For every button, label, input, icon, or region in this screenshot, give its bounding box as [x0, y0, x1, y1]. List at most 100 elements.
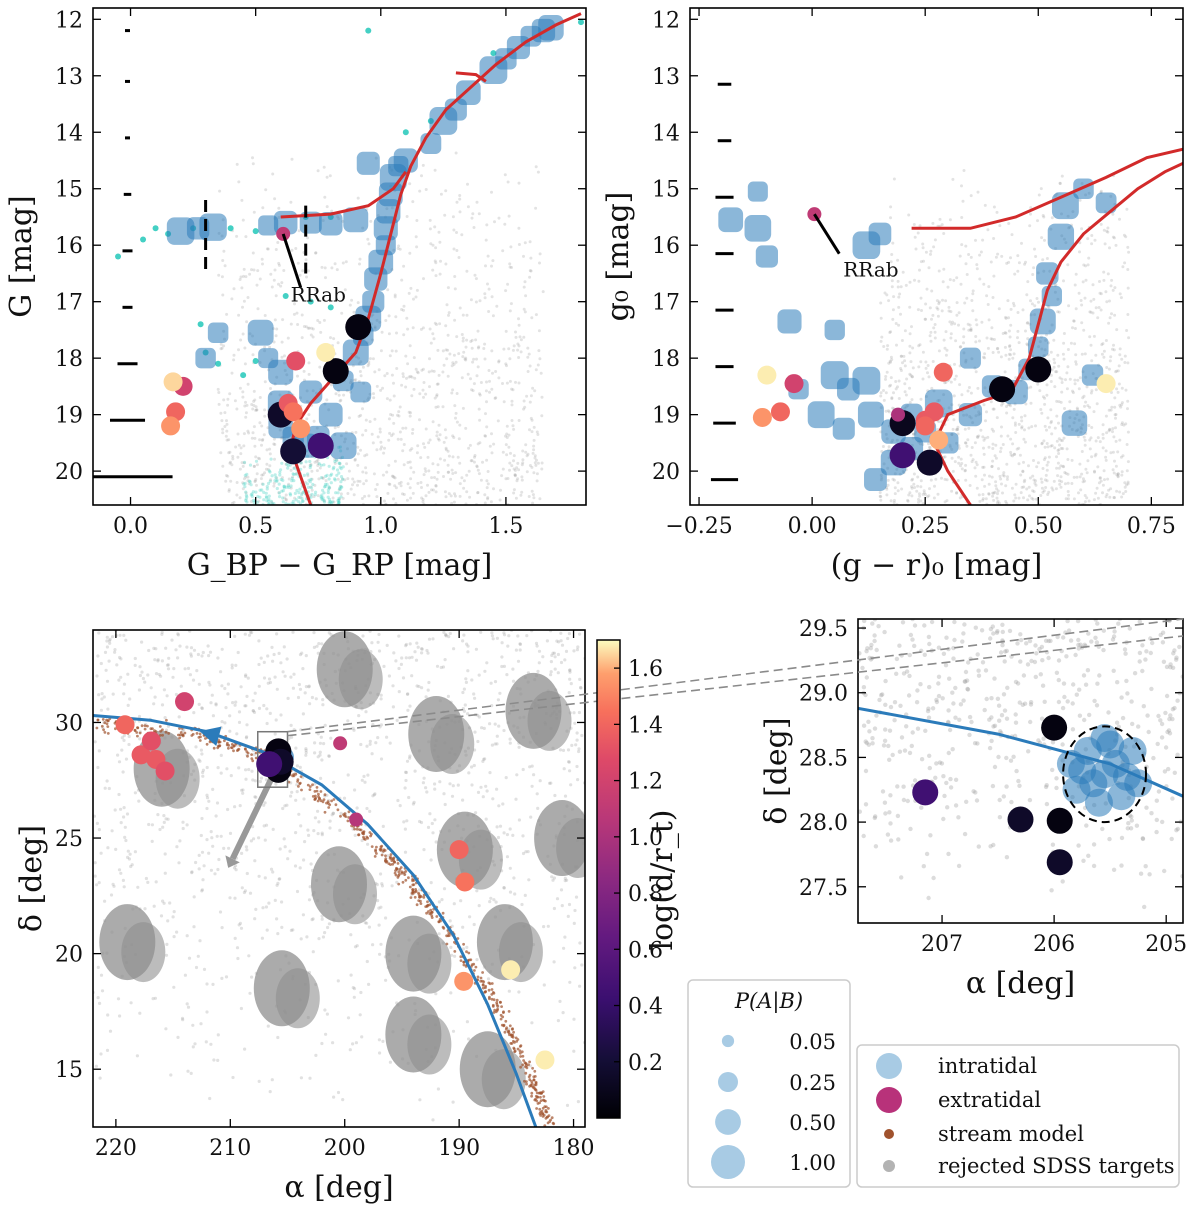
- sdss_cmd-background-point: [973, 441, 977, 445]
- sky_map-background-point: [431, 637, 435, 641]
- gaia_cmd-background-point: [465, 490, 469, 494]
- gaia_cmd-background-point: [385, 397, 389, 401]
- sky_map-stream-particle: [204, 737, 207, 740]
- sky_map-stream-particle: [523, 1079, 526, 1083]
- sdss_cmd-background-point: [1088, 438, 1092, 442]
- sky_map-background-point: [382, 664, 386, 669]
- sky_map-background-point: [207, 799, 211, 803]
- gaia_cmd-background-point: [478, 393, 482, 397]
- sdss_cmd-background-point: [1045, 257, 1049, 260]
- gaia_cmd-background-point: [309, 463, 313, 466]
- gaia_cmd-background-point: [364, 479, 368, 483]
- gaia_cmd-background-point: [506, 282, 510, 286]
- sdss_cmd-background-point: [990, 337, 994, 341]
- gaia_cmd-xtick-label: 1.5: [488, 514, 523, 539]
- sky_map-stream-particle: [205, 742, 209, 746]
- sdss_cmd-background-point: [1113, 496, 1116, 500]
- sdss_cmd-background-point: [1050, 444, 1054, 448]
- sdss_cmd-background-point: [997, 501, 1001, 505]
- sky_map-stream-particle: [236, 748, 240, 752]
- sdss_cmd-background-point: [1078, 376, 1082, 380]
- sky_map-stream-particle: [476, 975, 480, 979]
- gaia_cmd-background-point: [457, 352, 461, 356]
- gaia_cmd-background-point: [241, 487, 245, 491]
- sdss_cmd-member-star: [824, 319, 845, 341]
- sky_map-background-point: [183, 973, 187, 977]
- sky_map-background-point: [93, 874, 97, 878]
- gaia_cmd-cyan-point: [341, 465, 345, 469]
- gaia_cmd-background-point: [391, 413, 395, 417]
- gaia_cmd-background-point: [517, 419, 521, 422]
- sdss_cmd-background-point: [1032, 459, 1035, 462]
- gaia_cmd-background-point: [409, 496, 413, 500]
- sky_map-background-point: [202, 864, 206, 868]
- gaia_cmd-background-point: [302, 369, 306, 373]
- sdss_cmd-background-point: [1023, 414, 1027, 418]
- sdss_cmd-background-point: [1116, 450, 1120, 454]
- sky_map-background-point: [274, 718, 278, 722]
- gaia_cmd-background-point: [474, 277, 478, 281]
- gaia_cmd-background-point: [225, 419, 228, 423]
- sky_map-background-point: [570, 743, 574, 748]
- gaia_cmd-background-point: [501, 467, 505, 471]
- sky_map-background-point: [349, 933, 353, 937]
- gaia_cmd-background-point: [470, 216, 474, 220]
- gaia_cmd-background-point: [272, 340, 276, 344]
- gaia_cmd-background-point: [259, 477, 263, 481]
- sdss_cmd-background-point: [1074, 362, 1078, 366]
- gaia_cmd-background-point: [438, 433, 442, 437]
- sky_map-background-point: [275, 632, 279, 636]
- gaia_cmd-background-point: [444, 262, 448, 266]
- sky_map-background-point: [567, 902, 572, 907]
- sky_map-background-point: [291, 686, 295, 690]
- sky_map-background-point: [200, 816, 204, 821]
- sky_map-background-point: [568, 670, 572, 674]
- sky_map-background-point: [316, 755, 320, 759]
- sky_map-background-point: [575, 731, 579, 735]
- gaia_cmd-background-point: [460, 333, 464, 336]
- sky_map-stream-particle: [232, 744, 236, 748]
- sdss_cmd-background-point: [1014, 376, 1018, 380]
- gaia_cmd-background-point: [435, 393, 439, 397]
- sky_map-background-point: [110, 829, 114, 833]
- gaia_cmd-background-point: [394, 315, 398, 319]
- sky_map-background-point: [289, 675, 293, 679]
- gaia_cmd-background-point: [444, 446, 448, 450]
- sdss_cmd-background-point: [1114, 416, 1117, 420]
- sky_map-stream-particle: [343, 812, 347, 816]
- sdss_cmd-background-point: [1022, 496, 1025, 500]
- gaia_cmd-cyan-star: [252, 357, 259, 364]
- sky_map-stream-particle: [316, 799, 320, 803]
- gaia_cmd-background-point: [384, 319, 388, 322]
- sky_map-stream-particle: [532, 1078, 536, 1082]
- gaia_cmd-background-point: [522, 285, 526, 289]
- gaia_cmd-background-point: [479, 478, 483, 482]
- gaia_cmd-background-point: [461, 355, 465, 359]
- sky_map-background-point: [274, 782, 278, 786]
- gaia_cmd-background-point: [356, 483, 359, 487]
- sdss_cmd-background-point: [1045, 442, 1049, 445]
- sdss_cmd-background-point: [1031, 497, 1035, 501]
- sky_map-background-point: [328, 826, 332, 830]
- sky_map-stream-particle: [534, 1080, 538, 1084]
- gaia_cmd-cyan-point: [310, 492, 314, 496]
- gaia_cmd-background-point: [348, 303, 352, 307]
- sdss_cmd-background-point: [956, 428, 960, 432]
- gaia_cmd-background-point: [427, 469, 431, 473]
- sky_map-background-point: [319, 735, 323, 739]
- sky_map-background-point: [283, 804, 287, 808]
- sky_map-background-point: [346, 719, 350, 723]
- sky_map-background-point: [403, 827, 407, 831]
- sky_map-background-point: [257, 836, 261, 840]
- sky_map-background-point: [378, 1051, 382, 1055]
- sdss_cmd-background-point: [1081, 280, 1085, 284]
- gaia_cmd-cyan-point: [334, 491, 338, 495]
- sky_map-background-point: [418, 888, 422, 892]
- gaia_cmd-background-point: [263, 414, 267, 418]
- sdss_cmd-background-point: [1044, 486, 1048, 489]
- sdss_cmd-background-point: [917, 498, 920, 501]
- sdss_cmd-background-point: [1009, 437, 1013, 441]
- gaia_cmd-background-point: [458, 423, 462, 427]
- sky_map-background-point: [420, 686, 424, 690]
- sky_map-background-point: [156, 813, 160, 817]
